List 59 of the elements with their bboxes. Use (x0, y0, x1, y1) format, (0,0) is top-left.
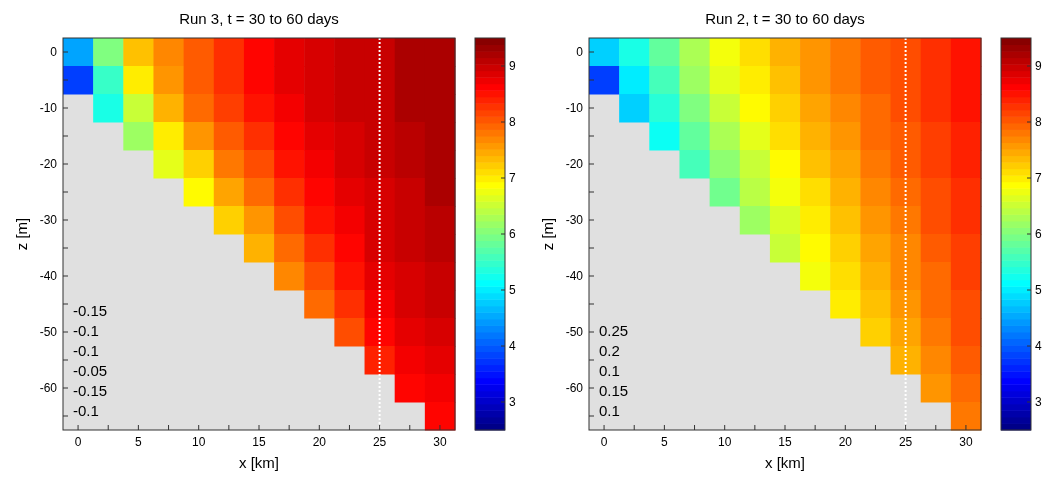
y-tick-label: -20 (39, 157, 58, 171)
x-tick-label: 0 (74, 435, 82, 449)
x-tick-label: 25 (372, 435, 387, 449)
color-bar-label: 4 (509, 339, 516, 353)
x-tick-label: 0 (600, 435, 608, 449)
color-bar-label: 5 (1035, 283, 1042, 297)
y-tick-label: -60 (565, 381, 584, 395)
x-tick-label: 25 (898, 435, 913, 449)
y-tick-label: -30 (39, 213, 58, 227)
y-tick-label: -10 (565, 101, 584, 115)
annotation: -0.1 (73, 402, 99, 419)
y-axis-title: z [m] (13, 217, 30, 251)
color-bar-label: 8 (509, 115, 516, 129)
annotation: 0.1 (599, 402, 620, 419)
annotation: -0.15 (73, 382, 108, 399)
color-bar-label: 3 (509, 395, 516, 409)
y-tick-label: -50 (565, 325, 584, 339)
annotation: 0.15 (599, 382, 629, 399)
x-axis-title: x [km] (239, 454, 279, 471)
annotation: -0.05 (73, 362, 108, 379)
color-bar-label: 6 (1035, 227, 1042, 241)
x-axis-title: x [km] (765, 454, 805, 471)
annotation: 0.1 (599, 362, 620, 379)
color-bar-label: 3 (1035, 395, 1042, 409)
x-tick-label: 10 (718, 435, 732, 449)
annotation: 0.25 (599, 322, 629, 339)
annotation: -0.1 (73, 342, 99, 359)
chart-title: Run 3, t = 30 to 60 days (179, 10, 339, 27)
color-bar-label: 5 (509, 283, 516, 297)
y-axis-title: z [m] (539, 217, 556, 251)
annotation: -0.15 (73, 302, 108, 319)
y-tick-label: -40 (565, 269, 584, 283)
x-tick-label: 10 (192, 435, 206, 449)
color-bar-label: 8 (1035, 115, 1042, 129)
color-bar-label: 7 (1035, 171, 1042, 185)
y-tick-label: -50 (39, 325, 58, 339)
color-bar-label: 9 (509, 59, 516, 73)
y-tick-label: 0 (576, 45, 584, 59)
chart-title: Run 2, t = 30 to 60 days (705, 10, 865, 27)
x-tick-label: 15 (252, 435, 266, 449)
y-tick-label: -30 (565, 213, 584, 227)
y-tick-label: 0 (50, 45, 58, 59)
x-tick-label: 5 (661, 435, 669, 449)
x-tick-label: 5 (135, 435, 143, 449)
color-bar-label: 7 (509, 171, 516, 185)
y-tick-label: -10 (39, 101, 58, 115)
y-tick-label: -20 (565, 157, 584, 171)
x-tick-label: 15 (778, 435, 792, 449)
y-tick-label: -60 (39, 381, 58, 395)
color-bar-label: 4 (1035, 339, 1042, 353)
x-tick-label: 30 (433, 435, 447, 449)
x-tick-label: 20 (312, 435, 327, 449)
x-tick-label: 30 (959, 435, 973, 449)
x-tick-label: 20 (838, 435, 853, 449)
y-tick-label: -40 (39, 269, 58, 283)
color-bar-label: 9 (1035, 59, 1042, 73)
annotation: 0.2 (599, 342, 620, 359)
annotation: -0.1 (73, 322, 99, 339)
color-bar-label: 6 (509, 227, 516, 241)
